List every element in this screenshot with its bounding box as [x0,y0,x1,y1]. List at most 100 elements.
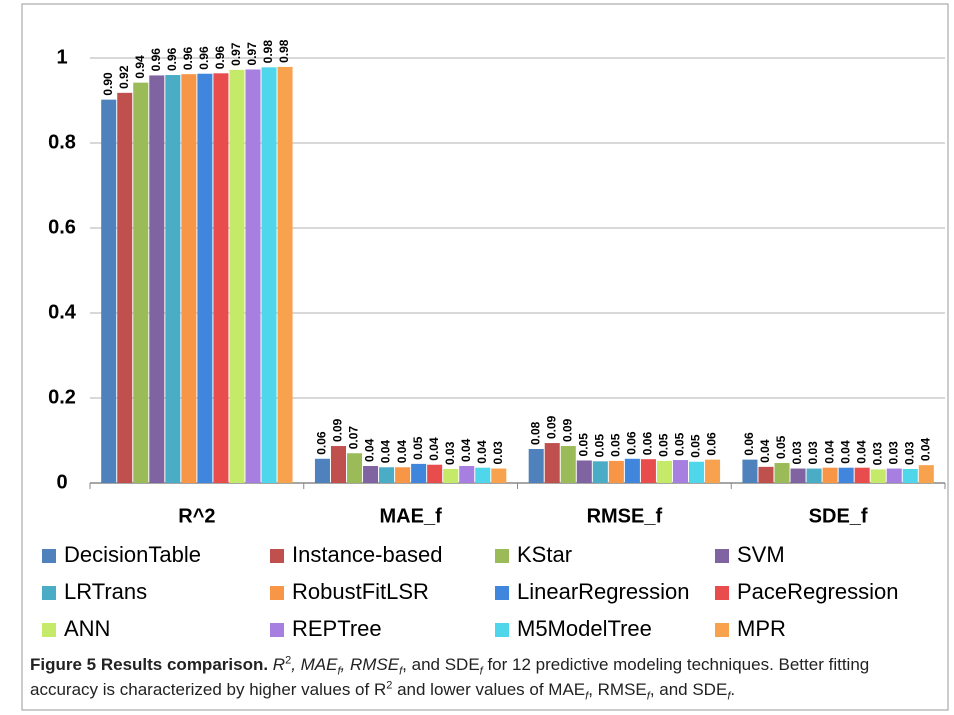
caption-text: f [337,665,341,678]
data-label: 0.04 [459,438,473,462]
data-label: 0.09 [544,415,558,439]
legend-swatch [270,549,284,563]
bar [443,468,459,483]
caption: Figure 5 Results comparison. R2, MAEf, R… [30,652,935,702]
legend-swatch [715,623,729,637]
bar [656,460,672,483]
legend-label: RobustFitLSR [292,579,429,604]
bar [918,465,934,483]
legend-label: ANN [64,616,110,641]
legend-label: MPR [737,616,786,641]
bar [902,468,918,483]
bar [117,92,133,483]
data-label: 0.09 [560,418,574,442]
bar [277,66,293,484]
data-label: 0.06 [315,431,329,455]
legend-label: DecisionTable [64,542,201,567]
data-label: 0.05 [411,436,425,460]
caption-text: . [730,680,736,699]
legend-swatch [42,623,56,637]
legend-label: KStar [517,542,572,567]
bar [149,75,165,484]
x-tick-label: R^2 [178,505,215,527]
legend-swatch [715,586,729,600]
data-label: 0.96 [213,46,227,70]
bar [608,460,624,483]
bar [165,75,181,483]
data-label: 0.03 [443,441,457,465]
legend-label: Instance-based [292,542,442,567]
y-tick-label: 0.6 [48,216,76,238]
x-tick-label: SDE_f [809,505,868,527]
y-tick-label: 1 [56,46,67,68]
data-label: 0.03 [491,441,505,465]
caption-text: f [399,665,403,678]
data-label: 0.03 [870,442,884,466]
data-label: 0.05 [689,434,703,458]
data-label: 0.05 [593,434,607,458]
bar [213,73,229,484]
legend-label: SVM [737,542,785,567]
frame [21,3,949,711]
caption-text: 2 [386,679,393,692]
caption-label: Figure 5 Results comparison. [30,655,269,674]
caption-text: , RMSE [588,680,647,699]
data-label: 0.03 [806,441,820,465]
legend-label: M5ModelTree [517,616,652,641]
caption-text: , and SDE [402,655,480,674]
caption-text: and lower values of MAE [392,680,586,699]
data-label: 0.05 [673,432,687,456]
x-tick-label: RMSE_f [587,505,663,527]
y-tick-label: 0 [56,471,67,493]
bar [790,468,806,483]
data-label: 0.06 [641,432,655,456]
data-label: 0.08 [528,421,542,445]
bar [475,467,491,483]
caption-text: , MAE [291,655,338,674]
bar [544,443,560,483]
bar [624,458,640,483]
bar [330,446,346,483]
data-label: 0.96 [165,47,179,71]
legend-swatch [495,623,509,637]
data-label: 0.04 [395,440,409,464]
data-label: 0.03 [790,441,804,465]
bar [689,461,705,483]
x-tick-label: MAE_f [380,505,443,527]
bar [592,461,608,483]
data-label: 0.05 [609,433,623,457]
bar [245,69,261,483]
legend-swatch [270,586,284,600]
data-label: 0.07 [347,426,361,450]
bar [528,449,544,483]
caption-text: , RMSE [340,655,400,674]
legend-swatch [495,549,509,563]
bar [886,468,902,483]
bar [705,459,721,483]
data-label: 0.06 [742,432,756,456]
data-label: 0.94 [133,55,147,79]
bar [427,464,443,483]
data-label: 0.90 [101,72,115,96]
caption-text: for 12 predictive modeling techniques. B… [30,655,870,699]
data-label: 0.04 [379,440,393,464]
y-tick-label: 0.8 [48,131,76,153]
data-label: 0.09 [331,418,345,442]
bar [560,446,576,483]
bar [576,460,592,483]
bar [133,82,149,484]
bar [672,460,688,483]
legend-label: LinearRegression [517,579,689,604]
bar [379,467,395,483]
bar [181,74,197,484]
data-label: 0.98 [277,39,291,63]
legend-label: REPTree [292,616,382,641]
data-label: 0.97 [229,42,243,66]
bar [758,466,774,483]
legend-swatch [42,586,56,600]
data-label: 0.96 [197,46,211,70]
data-label: 0.06 [625,431,639,455]
bar [854,467,870,483]
